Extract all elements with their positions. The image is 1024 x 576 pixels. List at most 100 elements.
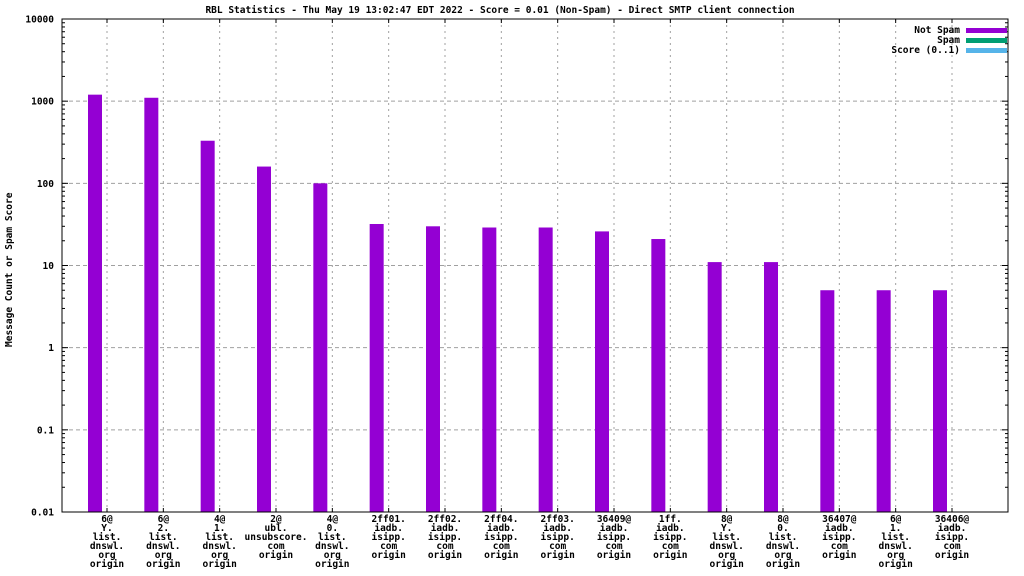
- x-category-label: 2ff02.: [428, 514, 462, 525]
- x-category-label: 36409@: [597, 514, 632, 525]
- x-category-label: 2ff01.: [372, 514, 406, 525]
- x-category-label: origin: [203, 559, 237, 570]
- x-category-label: origin: [484, 550, 518, 561]
- x-category-label: 0.: [327, 523, 338, 534]
- x-category-label: org: [324, 550, 341, 561]
- bar-not-spam: [313, 183, 328, 513]
- y-tick-label: 1000: [31, 97, 54, 108]
- x-category-label: origin: [597, 550, 631, 561]
- bar-not-spam: [482, 227, 497, 513]
- bar-not-spam: [876, 290, 891, 512]
- x-category-label: com: [831, 541, 848, 552]
- x-category-label: org: [98, 550, 115, 561]
- x-category-label: Y.: [721, 523, 732, 534]
- x-category-label: origin: [90, 559, 124, 570]
- x-category-label: origin: [541, 550, 575, 561]
- x-category-label: iadb.: [656, 523, 685, 534]
- x-category-label: 2ff04.: [484, 514, 518, 525]
- x-category-label: origin: [372, 550, 406, 561]
- x-category-label: dnswl.: [315, 541, 349, 552]
- x-category-label: dnswl.: [879, 541, 913, 552]
- x-category-label: dnswl.: [766, 541, 800, 552]
- x-category-label: iadb.: [825, 523, 854, 534]
- x-category-label: Y.: [101, 523, 112, 534]
- x-category-label: com: [549, 541, 566, 552]
- x-category-label: com: [436, 541, 453, 552]
- x-category-label: list.: [149, 532, 178, 543]
- x-category-label: origin: [653, 550, 687, 561]
- x-category-label: origin: [766, 559, 800, 570]
- x-category-label: isipp.: [541, 532, 575, 543]
- x-category-label: 4@: [214, 514, 226, 525]
- x-category-label: origin: [428, 550, 462, 561]
- bar-not-spam: [764, 262, 778, 512]
- x-category-label: 6@: [101, 514, 113, 525]
- x-category-label: 4@: [327, 514, 339, 525]
- x-category-label: 8@: [777, 514, 789, 525]
- bar-not-spam: [933, 290, 947, 512]
- y-tick-label: 0.01: [31, 508, 54, 519]
- legend-swatch-score: [966, 48, 1007, 53]
- x-category-label: com: [662, 541, 679, 552]
- y-tick-label: 100: [37, 179, 54, 190]
- x-category-label: 36406@: [935, 514, 970, 525]
- x-category-label: origin: [146, 559, 180, 570]
- legend-row-score: Score (0..1): [891, 45, 1007, 56]
- x-category-label: list.: [93, 532, 122, 543]
- y-tick-label: 10: [43, 261, 55, 272]
- y-tick-label: 0.1: [37, 425, 54, 436]
- x-category-label: 1.: [214, 523, 225, 534]
- x-category-label: com: [493, 541, 510, 552]
- bar-not-spam: [88, 94, 102, 512]
- x-category-label: iadb.: [487, 523, 516, 534]
- x-category-label: 8@: [721, 514, 733, 525]
- x-category-label: dnswl.: [146, 541, 180, 552]
- x-category-label: list.: [881, 532, 910, 543]
- legend-swatch-not-spam: [966, 28, 1007, 33]
- x-category-label: com: [943, 541, 960, 552]
- x-category-label: origin: [259, 550, 293, 561]
- chart-title: RBL Statistics - Thu May 19 13:02:47 EDT…: [205, 5, 795, 16]
- x-category-label: isipp.: [597, 532, 631, 543]
- x-category-label: com: [380, 541, 397, 552]
- legend-label-spam: Spam: [937, 35, 960, 46]
- x-category-label: org: [774, 550, 791, 561]
- bar-not-spam: [426, 226, 440, 512]
- legend: Not Spam Spam Score (0..1): [891, 25, 1007, 56]
- x-category-label: 2@: [270, 514, 282, 525]
- x-category-label: ubl.: [265, 523, 288, 534]
- x-category-label: isipp.: [372, 532, 406, 543]
- x-category-label: isipp.: [653, 532, 687, 543]
- x-category-label: list.: [769, 532, 798, 543]
- x-category-label: unsubscore.: [245, 532, 308, 543]
- x-category-label: origin: [879, 559, 913, 570]
- x-category-label: origin: [315, 559, 349, 570]
- bar-not-spam: [595, 231, 609, 513]
- x-category-label: 36407@: [822, 514, 857, 525]
- x-category-label: org: [211, 550, 228, 561]
- x-category-label: isipp.: [484, 532, 518, 543]
- x-category-label: com: [605, 541, 622, 552]
- legend-row-not-spam: Not Spam: [891, 25, 1007, 36]
- x-category-label: isipp.: [822, 532, 856, 543]
- x-category-label: iadb.: [431, 523, 460, 534]
- y-tick-label: 10000: [25, 15, 54, 26]
- x-category-label: isipp.: [935, 532, 969, 543]
- legend-label-not-spam: Not Spam: [914, 25, 960, 36]
- x-category-label: origin: [822, 550, 856, 561]
- legend-swatch-spam: [966, 38, 1007, 43]
- x-category-label: 6@: [158, 514, 170, 525]
- bar-not-spam: [144, 97, 159, 512]
- bar-not-spam: [820, 290, 835, 512]
- x-category-label: 0.: [777, 523, 788, 534]
- legend-label-score: Score (0..1): [891, 45, 960, 56]
- x-category-label: dnswl.: [90, 541, 124, 552]
- x-category-label: 2.: [158, 523, 169, 534]
- bar-not-spam: [257, 166, 271, 513]
- bar-not-spam: [200, 140, 215, 513]
- x-category-label: 1.: [890, 523, 901, 534]
- x-category-label: isipp.: [428, 532, 462, 543]
- x-category-label: org: [887, 550, 904, 561]
- x-category-label: list.: [205, 532, 234, 543]
